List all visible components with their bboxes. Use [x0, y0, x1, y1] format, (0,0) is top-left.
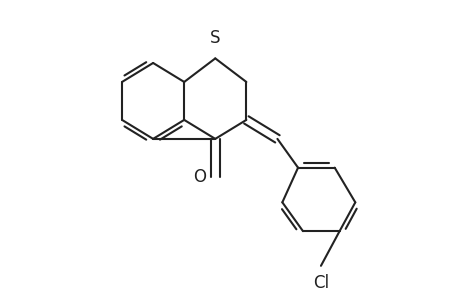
Text: O: O: [193, 168, 206, 186]
Text: Cl: Cl: [312, 274, 328, 292]
Text: S: S: [210, 29, 220, 47]
